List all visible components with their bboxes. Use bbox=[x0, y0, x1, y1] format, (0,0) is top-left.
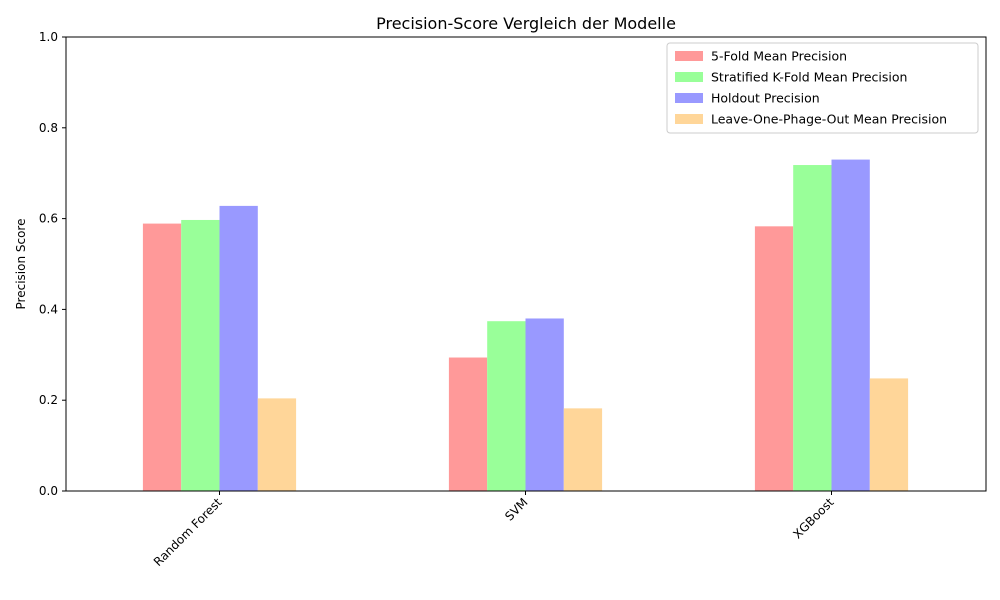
x-tick-label: SVM bbox=[502, 495, 530, 523]
bar bbox=[219, 205, 258, 491]
legend-label: Holdout Precision bbox=[711, 91, 820, 106]
bar bbox=[142, 223, 182, 491]
legend-swatch bbox=[675, 72, 703, 82]
bar bbox=[448, 357, 488, 491]
bar bbox=[793, 165, 832, 491]
bar bbox=[754, 226, 794, 491]
chart-title: Precision-Score Vergleich der Modelle bbox=[376, 14, 676, 33]
y-tick-label: 0.4 bbox=[39, 302, 58, 316]
legend-frame bbox=[666, 42, 979, 134]
bar bbox=[869, 378, 909, 491]
bar bbox=[257, 398, 297, 491]
bar bbox=[181, 219, 220, 491]
legend-swatch bbox=[675, 93, 703, 103]
y-tick-label: 0.6 bbox=[39, 212, 58, 226]
legend: 5-Fold Mean Precision Stratified K-Fold M… bbox=[666, 42, 979, 134]
legend-swatch bbox=[675, 51, 703, 61]
y-tick-label: 0.2 bbox=[39, 393, 58, 407]
bar bbox=[487, 321, 526, 491]
bars-group bbox=[142, 159, 909, 491]
y-axis-label: Precision Score bbox=[14, 219, 28, 310]
legend-label: Leave-One-Phage-Out Mean Precision bbox=[711, 112, 947, 127]
bar bbox=[525, 318, 564, 491]
legend-label: Stratified K-Fold Mean Precision bbox=[711, 70, 907, 85]
legend-label: 5-Fold Mean Precision bbox=[711, 49, 847, 64]
legend-swatch bbox=[675, 114, 703, 124]
x-tick-label: XGBoost bbox=[790, 495, 836, 541]
y-tick-label: 0.0 bbox=[39, 484, 58, 498]
y-tick-label: 1.0 bbox=[39, 30, 58, 44]
x-tick-label: Random Forest bbox=[151, 495, 225, 569]
bar bbox=[563, 408, 603, 491]
y-tick-label: 0.8 bbox=[39, 121, 58, 135]
bar bbox=[831, 159, 870, 491]
